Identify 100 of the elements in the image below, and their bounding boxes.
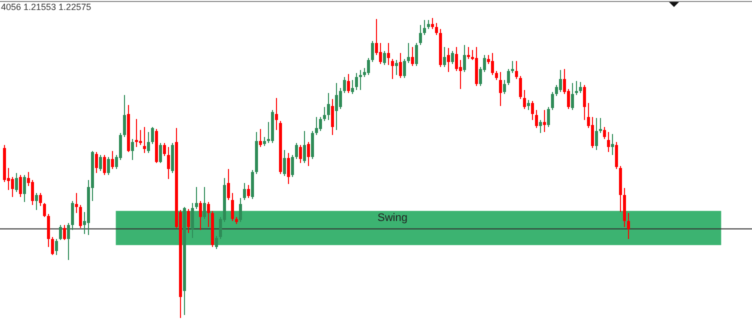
candlestick [431, 18, 434, 30]
candlestick [391, 58, 394, 80]
candlestick [491, 52, 494, 76]
candlestick [159, 142, 162, 164]
candlestick [163, 142, 166, 156]
candlestick [207, 201, 210, 228]
candlestick [43, 202, 46, 218]
candlestick [107, 156, 110, 176]
candlestick [419, 24, 422, 46]
candlestick [151, 126, 154, 144]
candlestick [331, 98, 334, 136]
candlestick [259, 128, 262, 148]
candlestick [543, 110, 546, 132]
candlestick [343, 76, 346, 94]
candlestick [407, 42, 410, 64]
candlestick [203, 186, 206, 220]
candlestick [507, 68, 510, 86]
candlestick [535, 110, 538, 129]
candlestick [615, 141, 618, 170]
candlestick [627, 212, 630, 240]
text: 4056 1.21553 1.22575 [1, 2, 92, 12]
candlestick [583, 84, 586, 120]
candlestick [71, 200, 74, 231]
candlestick [135, 118, 138, 148]
candlestick [215, 236, 218, 250]
candlestick [111, 150, 114, 170]
candlestick [383, 50, 386, 66]
candlestick [19, 174, 22, 198]
candlestick [371, 40, 374, 63]
candlestick [519, 75, 522, 100]
candlestick [379, 42, 382, 64]
candlestick [95, 152, 98, 174]
candlestick [319, 116, 322, 132]
candlestick [339, 87, 342, 110]
candlestick [335, 82, 338, 130]
candlestick [35, 192, 38, 210]
candlestick [403, 58, 406, 78]
candlestick [595, 117, 598, 150]
candlestick [15, 172, 18, 192]
candlestick [47, 213, 50, 248]
candlestick [307, 141, 310, 166]
candlestick [499, 72, 502, 106]
candlestick [359, 69, 362, 90]
candlestick [323, 106, 326, 122]
candlestick [195, 186, 198, 210]
candlestick [187, 208, 190, 234]
candlestick [227, 168, 230, 201]
candlestick [311, 130, 314, 160]
band-label: Swing [378, 212, 408, 224]
candlestick [591, 116, 594, 148]
candlestick [315, 116, 318, 136]
candlestick [283, 150, 286, 177]
candlestick [275, 98, 278, 130]
candlestick [39, 192, 42, 207]
candlestick [79, 204, 82, 228]
candlestick [167, 146, 170, 180]
candlestick [511, 60, 514, 74]
candlestick [611, 134, 614, 156]
candlestick [547, 106, 550, 128]
candlestick [367, 57, 370, 76]
candlestick [423, 20, 426, 36]
candlestick [559, 69, 562, 93]
candlestick [51, 236, 54, 256]
candlestick [11, 176, 14, 198]
candlestick [67, 222, 70, 261]
candlestick [607, 132, 610, 153]
candlestick [295, 142, 298, 160]
candlestick [103, 154, 106, 176]
candlestick [515, 60, 518, 80]
candlestick [399, 52, 402, 78]
candlestick [99, 154, 102, 172]
candlestick [531, 100, 534, 120]
candlestick [131, 138, 134, 160]
candlestick [143, 126, 146, 154]
candlestick [387, 42, 390, 66]
candlestick [23, 174, 26, 202]
candlestick [247, 184, 250, 198]
candlestick [347, 74, 350, 94]
candlestick [455, 46, 458, 72]
candlestick [575, 80, 578, 96]
candlestick [291, 154, 294, 178]
candlestick [503, 80, 506, 94]
candlestick [435, 22, 438, 36]
candlestick [303, 130, 306, 164]
candlestick [75, 192, 78, 214]
candlestick [299, 144, 302, 164]
candlestick [443, 46, 446, 68]
candlestick [551, 92, 554, 111]
candlestick [123, 94, 126, 138]
candlestick [355, 72, 358, 90]
candlestick [579, 81, 582, 94]
candlestick [139, 129, 142, 146]
candlestick [571, 82, 574, 111]
candlestick [287, 152, 290, 184]
candlestick [191, 202, 194, 238]
candlestick [239, 198, 242, 222]
candlestick [411, 46, 414, 66]
candlestick [199, 200, 202, 231]
candlestick [447, 48, 450, 72]
candlestick [463, 44, 466, 72]
